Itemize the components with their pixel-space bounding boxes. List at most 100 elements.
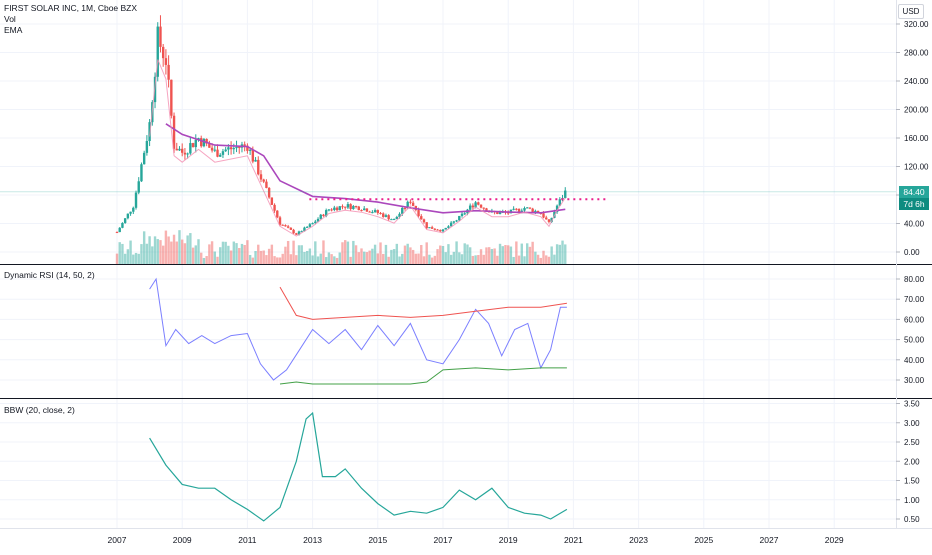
candle-body [368,211,371,213]
volume-bar [172,234,176,264]
candle-body [118,227,121,233]
candle-body [444,227,447,230]
volume-bar [360,248,363,264]
candle-body [401,207,404,214]
volume-bar [145,243,149,264]
candle-body [175,148,178,151]
volume-bar [167,236,170,264]
volume-bar [498,243,502,264]
volume-bar [295,255,298,264]
volume-bar [512,256,515,264]
candle-body [297,231,301,235]
candle-body [191,143,195,148]
volume-bar [482,254,485,264]
last-price-badge: 84.40 [899,186,929,198]
candle-body [167,64,170,80]
candle-body [363,208,366,211]
bbw-legend[interactable]: BBW (20, close, 2) [4,405,75,415]
candle-body [447,226,450,228]
candle-body [121,222,124,228]
volume-bar [466,244,469,264]
volume-bar [536,254,540,264]
volume-bar [303,251,306,264]
volume-bar [243,245,246,264]
rsi-tick-label: 70.00 [904,295,925,304]
x-tick-label: 2009 [173,535,192,545]
candle-body [357,206,360,211]
volume-bar [267,248,271,264]
volume-bar [371,248,374,264]
volume-bar [357,252,360,264]
volume-bar [129,240,132,264]
bbw-tick-label: 1.50 [904,477,920,486]
volume-bar [276,257,279,264]
candle-body [142,152,146,165]
volume-bar [292,240,295,264]
candle-body [534,210,537,213]
candle-body [161,46,165,59]
candle-body [281,224,284,226]
rsi-tick-label: 60.00 [904,315,925,324]
candle-body [213,149,216,151]
candle-body [278,217,282,225]
candle-body [284,225,287,227]
price-tick-label: 320.00 [904,20,929,29]
candle-body [194,139,197,148]
candle-body [314,221,317,224]
volume-bar [430,257,434,264]
volume-bar [496,255,499,264]
volume-bar [327,252,331,264]
candle-body [270,197,274,205]
countdown-badge: 7d 6h [899,198,929,210]
candle-body [170,79,173,116]
volume-bar [300,245,303,264]
volume-bar [210,241,214,264]
volume-bar [213,251,216,264]
candle-body [221,151,225,155]
volume-bar [490,248,494,264]
rsi-tick-label: 50.00 [904,336,925,345]
volume-bar [493,248,496,264]
volume-bar [248,254,252,264]
candle-body [545,217,548,220]
volume-bar [542,250,545,264]
candle-body [564,190,567,198]
volume-bar [406,243,409,264]
candle-body [123,218,127,223]
volume-bar [447,244,450,264]
symbol-title[interactable]: FIRST SOLAR INC, 1M, Cboe BZX [4,3,138,13]
volume-bar [319,253,322,264]
bbw-tick-label: 0.50 [904,515,920,524]
x-tick-label: 2029 [825,535,844,545]
candle-body [254,159,257,162]
volume-bar [458,252,461,264]
volume-bar [468,247,472,264]
volume-bar [352,240,355,264]
candle-body [349,204,352,210]
currency-button[interactable]: USD [898,4,924,19]
candle-body [460,213,464,216]
candle-body [526,207,529,209]
volume-bar [229,250,233,264]
volume-bar [428,254,431,264]
volume-bar [191,247,195,264]
volume-legend[interactable]: Vol [4,14,16,24]
x-tick-label: 2007 [108,535,127,545]
candle-body [420,216,423,220]
volume-bar [284,246,287,264]
pane-separators [0,0,932,529]
ema-legend[interactable]: EMA [4,25,23,35]
volume-bar [164,230,168,264]
volume-bar [170,241,173,264]
candle-body [210,147,214,151]
volume-bar [444,252,447,264]
candle-body [515,208,518,210]
volume-bar [278,257,282,264]
rsi-pane [149,277,567,385]
candle-body [485,208,488,212]
candle-body [333,207,336,210]
candle-body [365,208,369,212]
rsi-legend[interactable]: Dynamic RSI (14, 50, 2) [4,270,95,280]
